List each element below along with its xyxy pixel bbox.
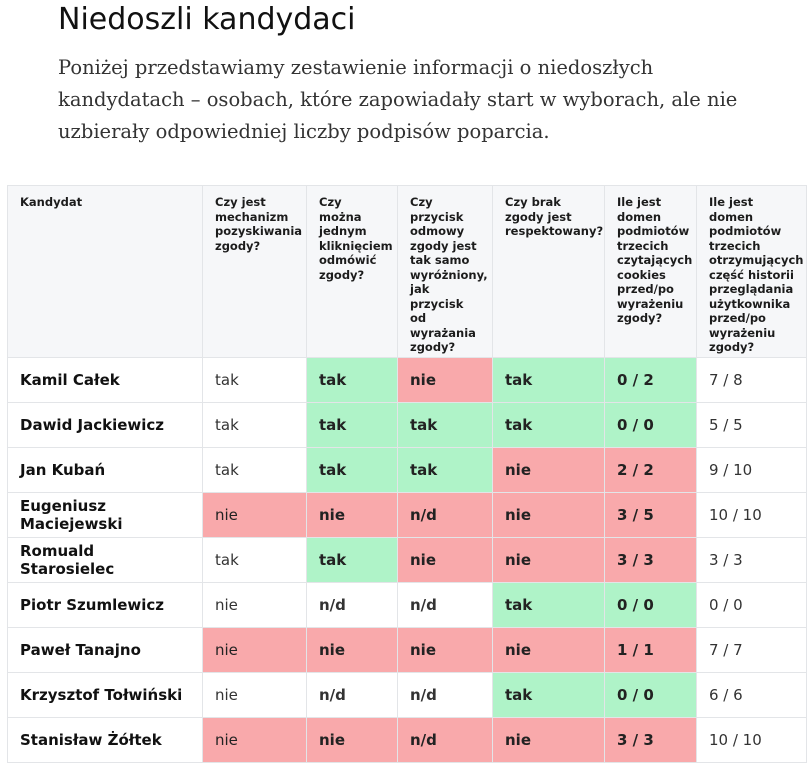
candidates-table: Kandydat Czy jest mechanizm pozyskiwania…	[7, 185, 807, 763]
header-refusal-respected: Czy brak zgody jest respektowany?	[492, 185, 605, 358]
cell-refusal-respected: nie	[492, 717, 605, 763]
header-consent-mechanism: Czy jest mechanizm pozyskiwania zgody?	[202, 185, 307, 358]
cell-cookie-domains: 3 / 3	[604, 537, 697, 583]
cell-refusal-respected: tak	[492, 402, 605, 448]
cell-consent-mechanism: nie	[202, 627, 307, 673]
cell-history-domains: 10 / 10	[696, 492, 807, 538]
candidate-name: Kamil Całek	[7, 357, 203, 403]
cell-consent-mechanism: nie	[202, 582, 307, 628]
cell-refuse-button-equal: tak	[397, 402, 493, 448]
cell-cookie-domains: 1 / 1	[604, 627, 697, 673]
cell-refuse-button-equal: n/d	[397, 717, 493, 763]
cell-cookie-domains: 3 / 5	[604, 492, 697, 538]
cell-one-click-refuse: n/d	[306, 582, 398, 628]
cell-history-domains: 3 / 3	[696, 537, 807, 583]
cell-refuse-button-equal: nie	[397, 627, 493, 673]
header-row: Kandydat Czy jest mechanizm pozyskiwania…	[7, 185, 807, 358]
cell-consent-mechanism: tak	[202, 357, 307, 403]
cell-cookie-domains: 2 / 2	[604, 447, 697, 493]
candidate-name: Piotr Szumlewicz	[7, 582, 203, 628]
cell-one-click-refuse: nie	[306, 717, 398, 763]
cell-refusal-respected: nie	[492, 537, 605, 583]
table-row: Eugeniusz Maciejewski nie nie n/d nie 3 / 5 10…	[7, 492, 807, 538]
cell-refuse-button-equal: n/d	[397, 492, 493, 538]
cell-one-click-refuse: tak	[306, 357, 398, 403]
header-one-click-refuse: Czy można jednym kliknięciem odmówić zgo…	[306, 185, 398, 358]
cell-cookie-domains: 0 / 0	[604, 672, 697, 718]
cell-refusal-respected: nie	[492, 447, 605, 493]
cell-consent-mechanism: tak	[202, 447, 307, 493]
cell-refusal-respected: tak	[492, 582, 605, 628]
cell-history-domains: 10 / 10	[696, 717, 807, 763]
cell-one-click-refuse: tak	[306, 402, 398, 448]
cell-one-click-refuse: tak	[306, 447, 398, 493]
cell-refusal-respected: nie	[492, 492, 605, 538]
cell-refuse-button-equal: nie	[397, 357, 493, 403]
cell-one-click-refuse: nie	[306, 492, 398, 538]
page-title: Niedoszli kandydaci	[58, 2, 356, 37]
header-cookie-domains: Ile jest domen podmiotów trzecich czytaj…	[604, 185, 697, 358]
cell-one-click-refuse: tak	[306, 537, 398, 583]
cell-consent-mechanism: nie	[202, 672, 307, 718]
header-candidate: Kandydat	[7, 185, 203, 358]
candidate-name: Stanisław Żółtek	[7, 717, 203, 763]
cell-cookie-domains: 0 / 0	[604, 402, 697, 448]
candidate-name: Dawid Jackiewicz	[7, 402, 203, 448]
candidate-name: Paweł Tanajno	[7, 627, 203, 673]
cell-history-domains: 9 / 10	[696, 447, 807, 493]
cell-history-domains: 7 / 7	[696, 627, 807, 673]
cell-cookie-domains: 0 / 0	[604, 582, 697, 628]
header-history-domains: Ile jest domen podmiotów trzecich otrzym…	[696, 185, 807, 358]
candidate-name: Romuald Starosielec	[7, 537, 203, 583]
cell-refusal-respected: nie	[492, 627, 605, 673]
cell-consent-mechanism: nie	[202, 717, 307, 763]
table-row: Stanisław Żółtek nie nie n/d nie 3 / 3 10 / 10	[7, 717, 807, 763]
cell-consent-mechanism: tak	[202, 402, 307, 448]
cell-consent-mechanism: tak	[202, 537, 307, 583]
cell-one-click-refuse: nie	[306, 627, 398, 673]
cell-cookie-domains: 3 / 3	[604, 717, 697, 763]
intro-paragraph: Poniżej przedstawiamy zestawienie inform…	[58, 56, 738, 143]
candidate-name: Jan Kubań	[7, 447, 203, 493]
cell-one-click-refuse: n/d	[306, 672, 398, 718]
cell-refuse-button-equal: n/d	[397, 582, 493, 628]
cell-history-domains: 7 / 8	[696, 357, 807, 403]
cell-refuse-button-equal: n/d	[397, 672, 493, 718]
header-refuse-button-equal: Czy przycisk odmowy zgody jest tak samo …	[397, 185, 493, 358]
cell-history-domains: 6 / 6	[696, 672, 807, 718]
cell-refusal-respected: tak	[492, 672, 605, 718]
cell-consent-mechanism: nie	[202, 492, 307, 538]
candidate-name: Krzysztof Tołwiński	[7, 672, 203, 718]
cell-refuse-button-equal: tak	[397, 447, 493, 493]
cell-cookie-domains: 0 / 2	[604, 357, 697, 403]
cell-history-domains: 5 / 5	[696, 402, 807, 448]
cell-refusal-respected: tak	[492, 357, 605, 403]
cell-refuse-button-equal: nie	[397, 537, 493, 583]
candidate-name: Eugeniusz Maciejewski	[7, 492, 203, 538]
cell-history-domains: 0 / 0	[696, 582, 807, 628]
